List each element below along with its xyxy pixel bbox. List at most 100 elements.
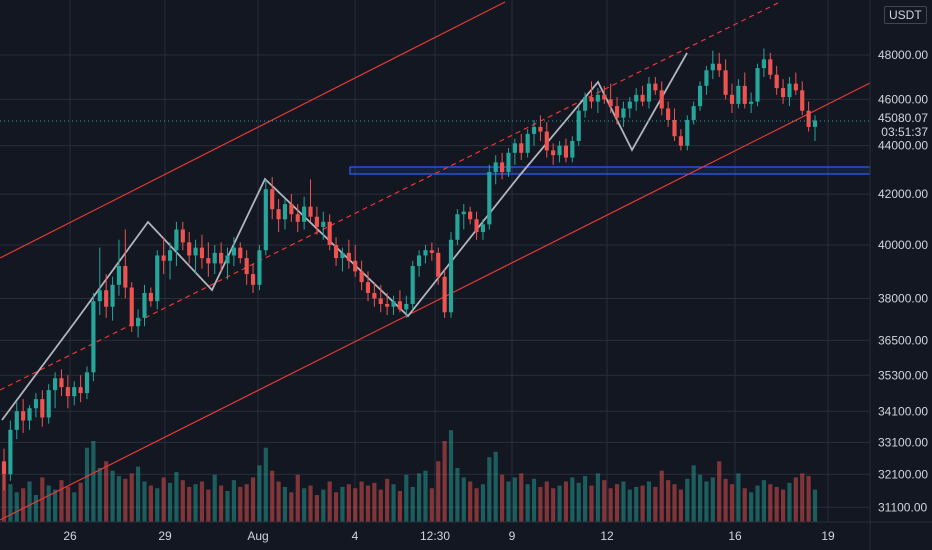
volume-bar [634,486,639,522]
channel-upper-line[interactable] [0,1,506,259]
volume-bar [774,486,779,522]
candle-body [538,126,543,132]
volume-bar [129,473,134,522]
candle-body [263,189,268,251]
candle-body [800,90,805,111]
candle-body [812,120,818,127]
candle-body [640,94,645,102]
candle-body [282,204,288,220]
volume-bar [691,465,696,522]
candle-body [429,250,434,253]
volume-bar [155,488,160,522]
candle-body [442,276,447,313]
candle-body [448,239,454,313]
volume-bar [391,484,396,522]
volume-bar [212,474,217,522]
candle-body [787,83,792,98]
volume-bar [761,480,766,522]
volume-bar [225,490,230,522]
volume-bar [710,477,715,522]
volume-bar [500,474,505,522]
bar-countdown: 03:51:37 [881,125,928,139]
volume-bar [506,481,511,522]
volume-bar [557,485,562,522]
candle-body [206,258,211,264]
volume-bar [742,488,747,522]
volume-bar [110,470,115,522]
y-tick-label: 33100.00 [878,435,928,449]
volume-bar [257,465,262,522]
candle-body [646,83,652,102]
candle-body [238,247,243,259]
volume-bar [793,477,798,522]
volume-bar [167,482,173,522]
current-price-value: 45080.07 [877,111,928,125]
volume-bar [576,482,581,522]
volume-bar [640,485,645,522]
volume-bar [174,472,179,522]
volume-bar [219,485,224,522]
volume-bar [404,474,409,522]
volume-bar [244,484,249,522]
volume-bar [468,481,473,522]
candle-body [155,255,160,302]
candle-body [468,211,473,220]
candle-body [8,429,13,475]
volume-bar [410,486,415,522]
volume-bars [1,430,818,522]
volume-bar [72,492,77,522]
y-tick-label: 32100.00 [878,467,928,481]
candle-body [576,110,581,141]
volume-bar [346,484,351,522]
volume-bar [806,476,811,522]
volume-bar [736,473,741,522]
volume-bar [729,484,735,522]
candle-body [40,399,45,418]
candle-body [749,101,754,104]
volume-bar [276,481,281,522]
candle-body [33,399,39,409]
volume-bar [231,480,236,522]
candle-body [717,63,722,71]
volume-bar [314,495,319,522]
y-tick-label: 34100.00 [878,404,928,418]
candle-body [691,106,696,120]
channel-lower-line[interactable] [0,82,871,521]
volume-bar [583,476,588,522]
candle-body [340,252,345,259]
candle-body [704,70,709,86]
candle-body [410,266,415,304]
volume-bar [321,489,326,522]
candle-body [780,88,786,98]
candle-body [742,85,747,104]
volume-bar [104,461,109,522]
volume-bar [474,488,479,522]
volume-bar [614,484,620,522]
volume-bar [8,484,13,522]
volume-bar [397,490,402,522]
volume-bar [589,485,594,522]
currency-badge[interactable]: USDT [884,6,927,24]
candle-body [608,99,613,107]
candle-body [46,390,51,418]
candle-body [385,303,390,307]
volume-bar [263,447,268,522]
volume-bar [787,482,792,522]
volume-bar [704,481,709,522]
volume-bar [512,477,517,522]
candle-body [193,247,198,256]
volume-bar [646,481,652,522]
candle-body [212,252,217,264]
candle-body [666,108,671,120]
support-zone-rectangle[interactable] [349,166,871,175]
volume-bar [800,473,805,522]
volume-bar [723,478,728,522]
candle-body [142,292,147,318]
candle-body [583,97,588,111]
volume-bar [378,489,383,522]
candle-body [167,250,173,261]
candle-body [161,255,166,261]
volume-bar [193,484,198,522]
